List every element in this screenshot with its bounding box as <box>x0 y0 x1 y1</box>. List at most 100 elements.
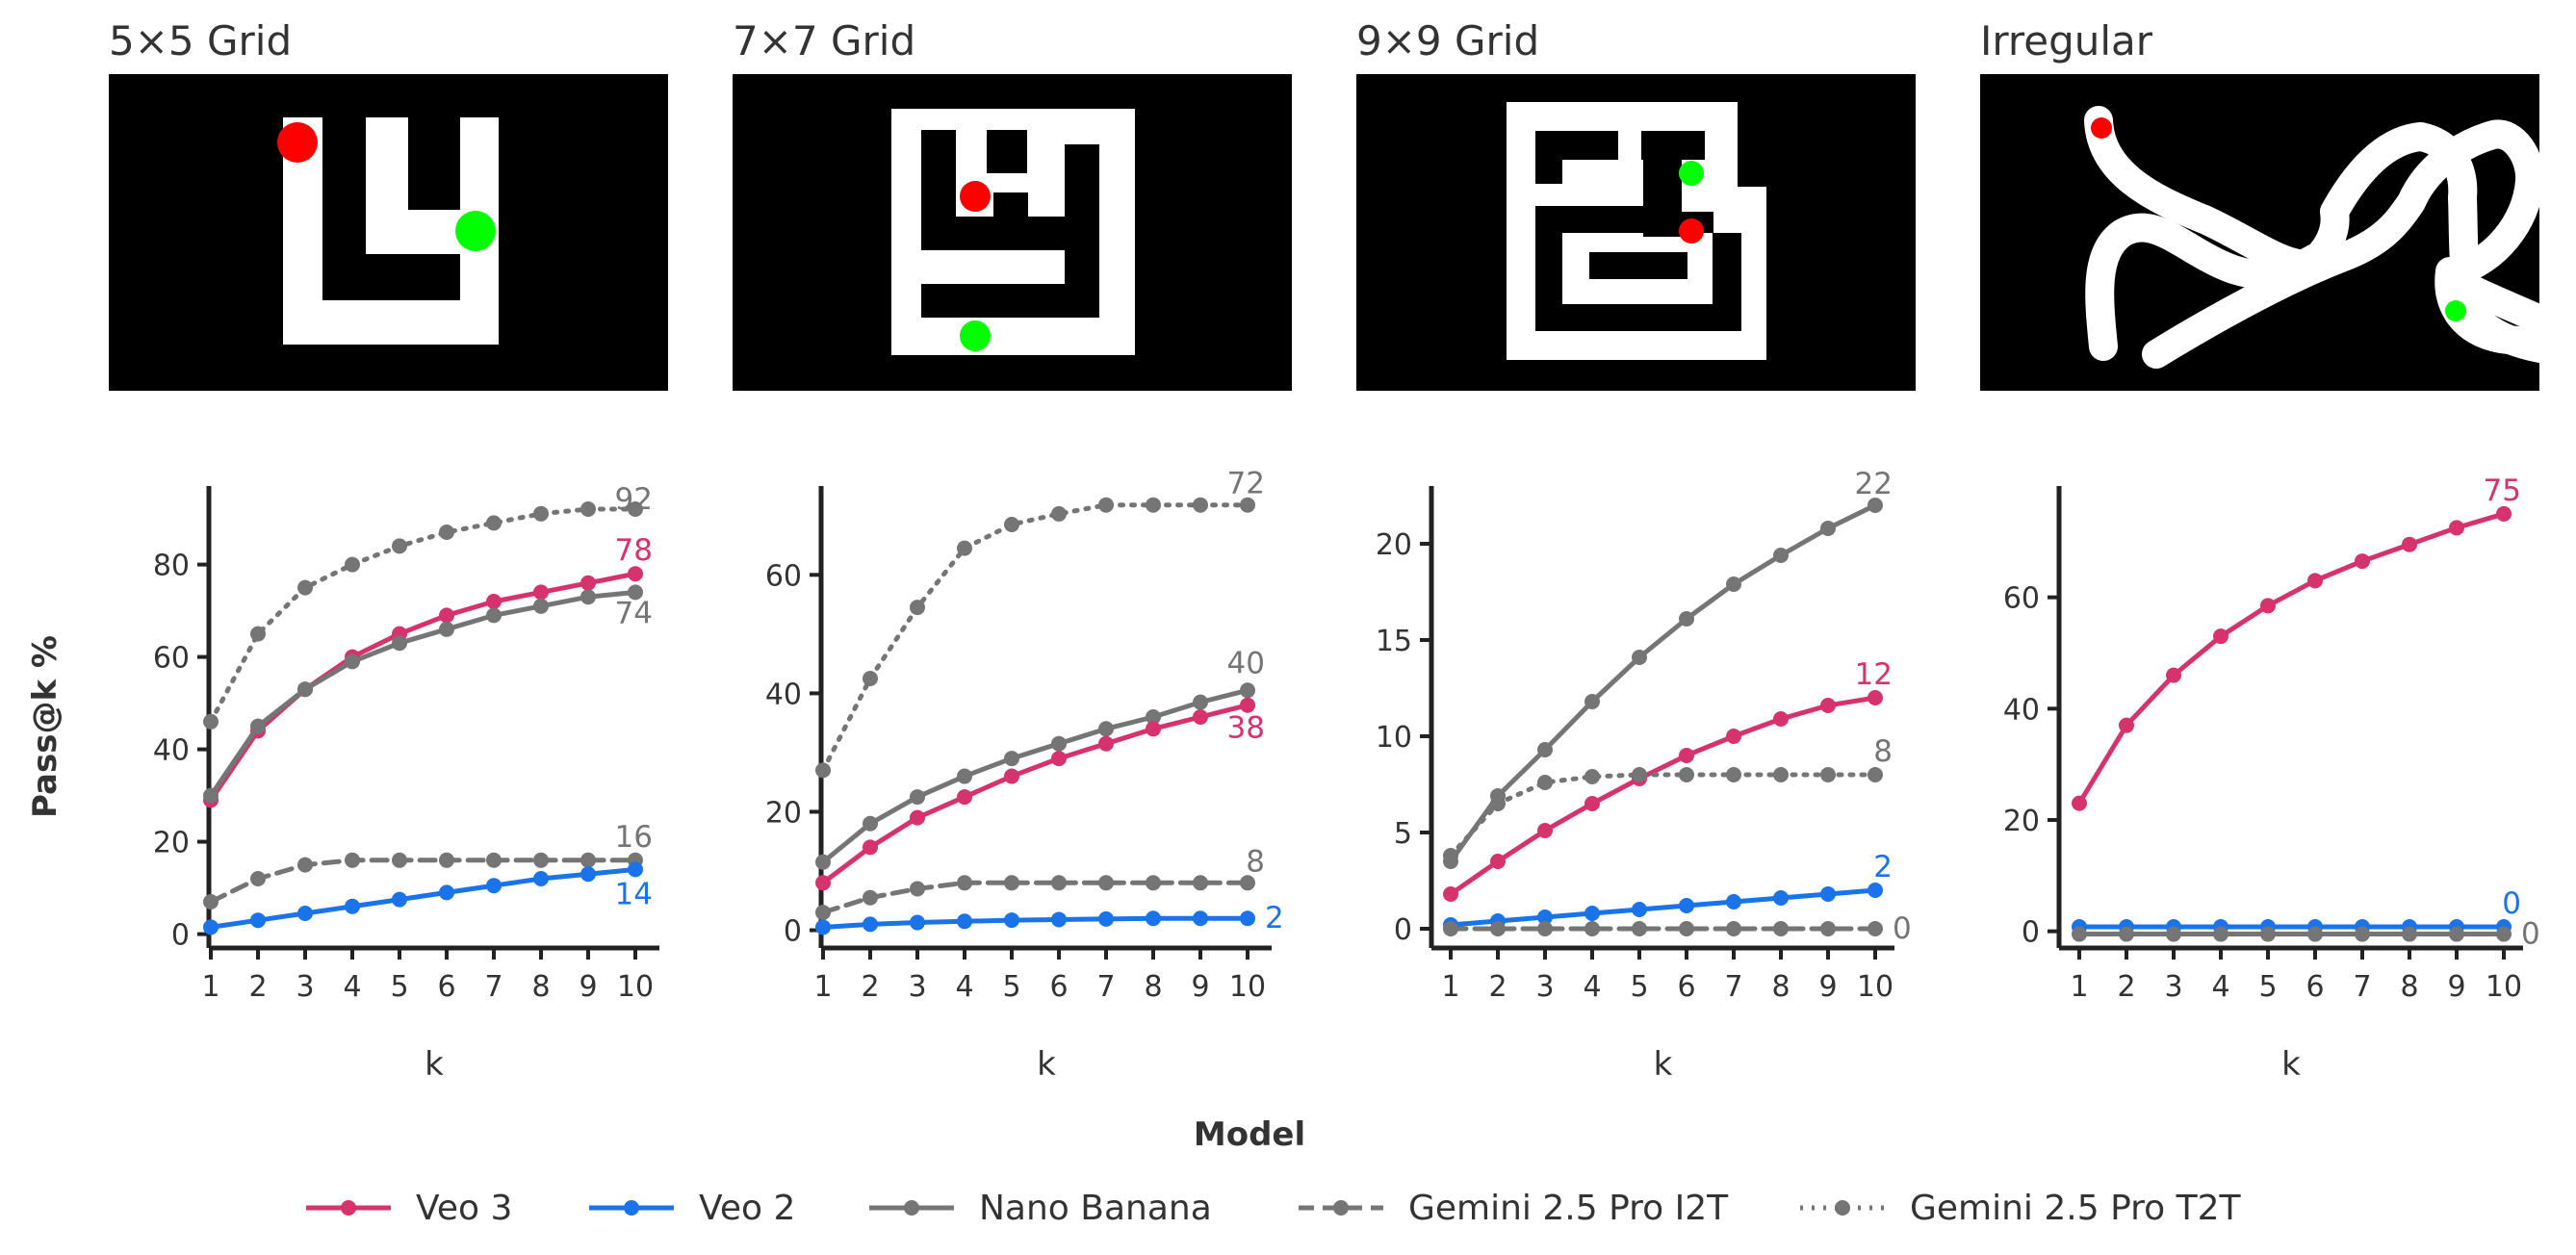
x-tick-label: 3 <box>908 970 926 1004</box>
x-tick-label: 2 <box>1488 970 1507 1004</box>
series-line <box>208 858 638 905</box>
data-point <box>2496 505 2512 522</box>
data-point <box>1537 775 1553 790</box>
series: 72 <box>815 467 1265 779</box>
data-point <box>1004 517 1019 532</box>
data-point <box>815 762 831 779</box>
data-point <box>815 854 831 870</box>
data-point <box>1098 721 1114 737</box>
data-point <box>1868 921 1883 936</box>
data-label: 2 <box>1265 901 1284 935</box>
data-point <box>2119 717 2134 733</box>
data-point <box>2072 795 2087 811</box>
x-tick-label: 6 <box>437 970 455 1004</box>
data-point <box>345 898 360 914</box>
series: 40 <box>815 646 1265 870</box>
data-point <box>1584 921 1600 936</box>
maze-panel: 9×9 Grid <box>1356 17 1916 391</box>
data-point <box>1820 767 1836 782</box>
x-tick-label: 7 <box>1096 970 1115 1004</box>
data-label: 2 <box>1873 850 1893 884</box>
start-marker <box>277 122 318 163</box>
legend-item: Gemini 2.5 Pro I2T <box>1299 1189 1729 1228</box>
data-point <box>863 916 878 933</box>
data-point <box>1193 709 1208 725</box>
x-tick-label: 10 <box>2486 970 2522 1004</box>
x-tick-label: 1 <box>201 970 219 1004</box>
data-point <box>2496 926 2512 942</box>
data-point <box>1584 906 1600 921</box>
data-point <box>533 852 549 868</box>
series-line <box>820 915 1250 930</box>
data-point <box>1632 902 1647 917</box>
x-tick-label: 6 <box>1049 970 1068 1004</box>
data-point <box>1193 497 1208 513</box>
data-point <box>1240 875 1255 891</box>
data-point <box>1726 576 1741 592</box>
y-tick-label: 0 <box>1394 913 1412 947</box>
x-tick-label: 1 <box>1441 970 1459 1004</box>
series-line <box>1448 502 1878 864</box>
data-point <box>580 501 596 517</box>
series: 8 <box>1443 734 1893 863</box>
maze-title: 9×9 Grid <box>1356 17 1539 64</box>
y-tick-label: 0 <box>2022 916 2040 950</box>
data-point <box>1868 767 1883 782</box>
data-point <box>392 635 407 652</box>
data-point <box>1146 910 1161 927</box>
legend-label: Nano Banana <box>979 1189 1212 1228</box>
series: 8 <box>815 844 1265 921</box>
data-point <box>1146 497 1161 513</box>
legend: Veo 3 Veo 2 Nano Banana Gemini 2.5 Pro I2T G… <box>306 1189 2242 1228</box>
data-point <box>533 505 549 522</box>
data-point <box>345 556 360 573</box>
data-point <box>1868 883 1883 898</box>
data-point <box>1004 751 1019 767</box>
data-point <box>1537 742 1553 757</box>
x-tick-label: 6 <box>2306 970 2324 1004</box>
series: 14 <box>203 861 653 935</box>
data-point <box>1146 709 1161 725</box>
y-tick-label: 80 <box>153 550 190 583</box>
data-point <box>203 894 219 909</box>
data-point <box>863 815 878 832</box>
x-tick-label: 10 <box>1229 970 1266 1004</box>
data-point <box>2260 926 2276 942</box>
legend-title: Model <box>1194 1115 1305 1154</box>
legend-marker <box>904 1200 919 1216</box>
start-marker <box>1679 218 1704 243</box>
data-point <box>1584 769 1600 784</box>
data-point <box>2213 926 2228 942</box>
data-point <box>1773 921 1789 936</box>
x-tick-label: 3 <box>296 970 314 1004</box>
data-label: 8 <box>1873 734 1893 769</box>
x-tick-label: 7 <box>484 970 502 1004</box>
data-point <box>1490 921 1506 936</box>
series-line <box>1448 695 1878 897</box>
data-point <box>1868 690 1883 705</box>
x-axis-label: k <box>1654 1045 1673 1084</box>
x-tick-label: 3 <box>1535 970 1554 1004</box>
data-label: 0 <box>1893 911 1912 946</box>
series: 0 <box>1443 911 1912 946</box>
series: 38 <box>815 697 1265 891</box>
y-tick-label: 40 <box>2003 693 2040 727</box>
series-line <box>1448 772 1878 858</box>
start-marker <box>2091 117 2112 139</box>
data-point <box>345 653 360 670</box>
x-tick-label: 3 <box>2164 970 2182 1004</box>
x-tick-label: 1 <box>813 970 832 1004</box>
data-point <box>2260 598 2276 614</box>
data-point <box>1537 823 1553 838</box>
data-point <box>1443 886 1458 902</box>
x-tick-label: 5 <box>1002 970 1020 1004</box>
data-label: 74 <box>615 596 653 630</box>
series: 2 <box>815 901 1284 935</box>
data-point <box>1098 735 1114 752</box>
data-point <box>1004 875 1019 891</box>
data-point <box>1193 910 1208 927</box>
data-point <box>957 789 972 806</box>
series-line <box>208 571 638 803</box>
data-point <box>580 589 596 605</box>
